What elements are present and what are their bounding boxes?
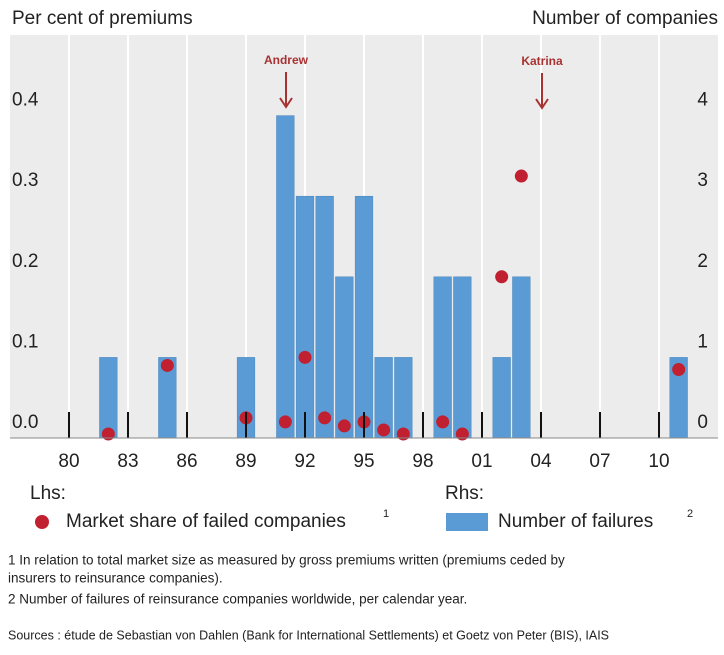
y-tick-label: 0.0 <box>12 412 38 433</box>
y-tick-label: 0.3 <box>12 170 38 191</box>
y-tick-label: 0.1 <box>12 331 38 352</box>
legend-footnote-marker: 1 <box>383 508 389 520</box>
dot <box>318 411 332 425</box>
x-tick-label: 10 <box>648 451 669 472</box>
x-tick-label: 95 <box>353 451 374 472</box>
x-tick-label: 07 <box>589 451 610 472</box>
bar <box>276 115 295 439</box>
dot <box>495 270 509 284</box>
dot <box>160 358 174 372</box>
dot <box>672 362 686 376</box>
x-tick-label: 01 <box>471 451 492 472</box>
bar <box>492 357 511 439</box>
dot <box>278 415 292 429</box>
legend-axis-label: Rhs: <box>445 483 484 504</box>
legend-footnote-marker: 2 <box>687 508 693 520</box>
bar <box>99 357 118 439</box>
dot <box>337 419 351 433</box>
footnote: 1 In relation to total market size as me… <box>8 553 565 568</box>
bar <box>433 276 452 439</box>
dot <box>455 427 469 441</box>
bar <box>354 195 374 439</box>
dot <box>436 415 450 429</box>
legend-symbol <box>446 513 488 531</box>
y-axis-title: Per cent of premiums <box>12 8 193 29</box>
y2-tick-label: 2 <box>697 251 708 272</box>
y2-axis-title: Number of companies <box>532 8 718 29</box>
y-tick-label: 0.2 <box>12 251 38 272</box>
dot <box>514 169 528 183</box>
annotation: Katrina <box>521 54 563 68</box>
y2-tick-label: 0 <box>697 412 708 433</box>
bar <box>453 276 472 439</box>
dot <box>101 427 115 441</box>
legend-label: Number of failures <box>498 511 653 532</box>
bar <box>315 195 334 439</box>
x-tick-label: 92 <box>294 451 315 472</box>
legend-label: Market share of failed companies <box>66 511 346 532</box>
annotation-arrow <box>535 73 549 110</box>
footnote: 2 Number of failures of reinsurance comp… <box>8 592 467 607</box>
y2-tick-label: 3 <box>697 170 708 191</box>
dot <box>298 350 312 364</box>
x-tick-label: 80 <box>58 451 79 472</box>
annotation: Andrew <box>264 53 309 67</box>
x-tick-label: 83 <box>117 451 138 472</box>
x-tick-label: 86 <box>176 451 197 472</box>
legend-symbol <box>35 515 49 529</box>
sources: Sources : étude de Sebastian von Dahlen … <box>8 628 609 642</box>
legend-axis-label: Lhs: <box>30 483 66 504</box>
y2-tick-label: 4 <box>697 90 708 111</box>
x-tick-label: 98 <box>412 451 433 472</box>
y2-tick-label: 1 <box>697 331 708 352</box>
x-tick-label: 04 <box>530 451 552 472</box>
bar <box>394 357 413 439</box>
x-tick-label: 89 <box>235 451 256 472</box>
footnote: insurers to reinsurance companies). <box>8 571 223 586</box>
bar <box>512 276 531 439</box>
dot <box>396 427 410 441</box>
bar <box>295 195 315 439</box>
y-tick-label: 0.4 <box>12 90 39 111</box>
annotation-arrow <box>279 72 293 109</box>
dot <box>377 423 391 437</box>
bar <box>335 276 354 439</box>
